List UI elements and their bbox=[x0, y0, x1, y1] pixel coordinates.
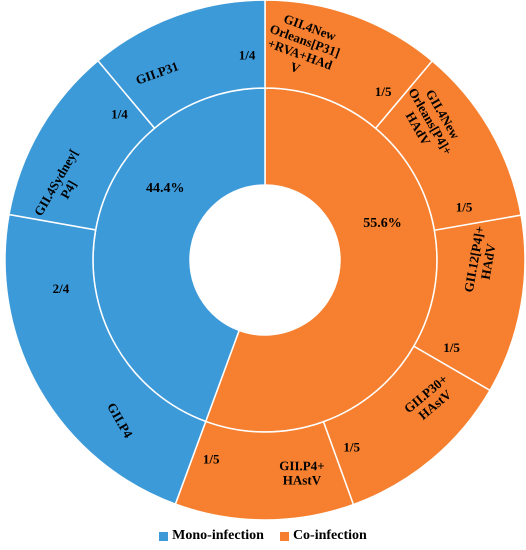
outer-slice-value-5: 2/4 bbox=[53, 281, 70, 296]
legend-label-co: Co-infection bbox=[292, 528, 367, 543]
outer-slice-7 bbox=[96, 0, 266, 130]
outer-slice-value-2: 1/5 bbox=[443, 340, 460, 355]
outer-slice-value-6: 1/4 bbox=[111, 107, 128, 122]
inner-label-mono: 44.4% bbox=[146, 181, 185, 196]
legend-item-mono: Mono-infection bbox=[159, 528, 264, 544]
legend-item-co: Co-infection bbox=[279, 528, 367, 544]
outer-slice-value-4: 1/5 bbox=[203, 451, 220, 466]
legend: Mono-infection Co-infection bbox=[0, 524, 526, 548]
outer-slice-value-3: 1/5 bbox=[343, 439, 360, 454]
outer-slice-5 bbox=[4, 213, 207, 506]
inner-label-co: 55.6% bbox=[363, 216, 402, 231]
outer-slice-4 bbox=[174, 420, 355, 520]
outer-slice-value-0: 1/5 bbox=[375, 84, 392, 99]
legend-swatch-co bbox=[279, 531, 289, 541]
legend-label-mono: Mono-infection bbox=[172, 528, 264, 543]
legend-swatch-mono bbox=[159, 531, 169, 541]
outer-slice-value-1: 1/5 bbox=[456, 199, 473, 214]
outer-slice-value-7: 1/4 bbox=[239, 47, 256, 62]
outer-slice-label-4: GII.P4+ HAstV bbox=[279, 458, 324, 487]
